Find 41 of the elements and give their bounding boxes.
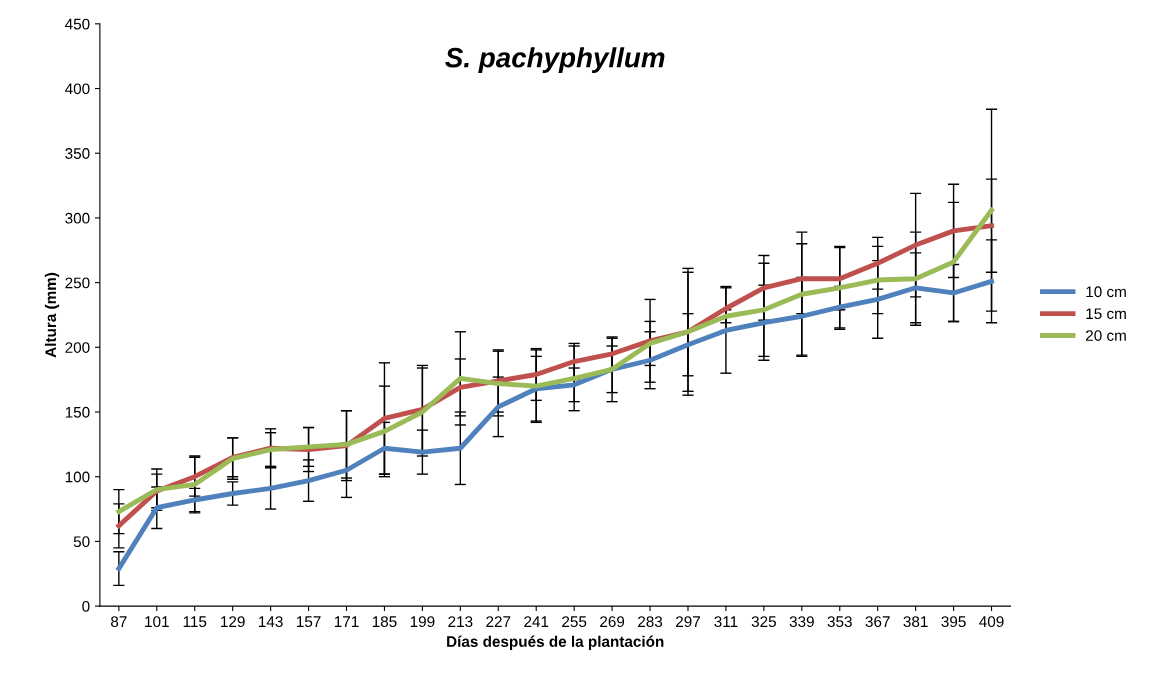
- text: S. pachyphyllum: [445, 47, 665, 74]
- y-tick-label: 350: [65, 148, 90, 159]
- x-tick-label: 101: [145, 616, 169, 628]
- x-tick-label: 129: [221, 616, 245, 628]
- x-tick-label: 367: [865, 616, 890, 628]
- x-tick-label: 115: [183, 616, 207, 628]
- y-tick-label: 150: [65, 406, 90, 418]
- x-axis-title: Días después de la plantación: [447, 635, 664, 650]
- x-tick-label: 213: [448, 616, 473, 628]
- x-tick-label: 185: [372, 616, 397, 628]
- x-tick-label: 311: [714, 616, 738, 628]
- x-tick-label: 171: [334, 616, 359, 627]
- x-tick-label: 283: [638, 616, 663, 628]
- x-tick-label: 143: [259, 616, 283, 628]
- y-tick-label: 200: [65, 342, 90, 353]
- x-tick-label: 325: [751, 616, 776, 628]
- x-tick-label: 395: [941, 616, 966, 628]
- line-series: [116, 278, 994, 571]
- y-tick-label: 100: [65, 471, 90, 483]
- x-tick-label: 157: [296, 616, 321, 628]
- y-tick-label: 0: [82, 600, 90, 612]
- x-tick-label: 199: [410, 616, 435, 628]
- y-tick-label: 400: [65, 83, 90, 95]
- x-tick-label: 227: [486, 616, 511, 627]
- legend-label: 10 cm: [1086, 286, 1126, 298]
- x-tick-label: 409: [979, 616, 1004, 628]
- y-tick-label: 300: [65, 212, 90, 224]
- x-tick-label: 339: [789, 616, 814, 628]
- legend-label: 20 cm: [1086, 330, 1126, 341]
- y-tick-label: 50: [73, 536, 90, 548]
- x-tick-label: 87: [111, 616, 127, 628]
- y-axis-title: Altura (mm): [44, 272, 60, 358]
- legend-label: 15 cm: [1086, 308, 1126, 320]
- y-tick-label: 250: [65, 277, 90, 289]
- x-tick-label: 241: [524, 616, 549, 627]
- x-tick-label: 353: [827, 616, 852, 628]
- x-tick-label: 381: [903, 616, 928, 628]
- x-tick-label: 297: [676, 616, 700, 628]
- x-tick-label: 255: [562, 616, 587, 628]
- y-tick-label: 450: [65, 18, 90, 30]
- x-tick-label: 269: [600, 616, 625, 628]
